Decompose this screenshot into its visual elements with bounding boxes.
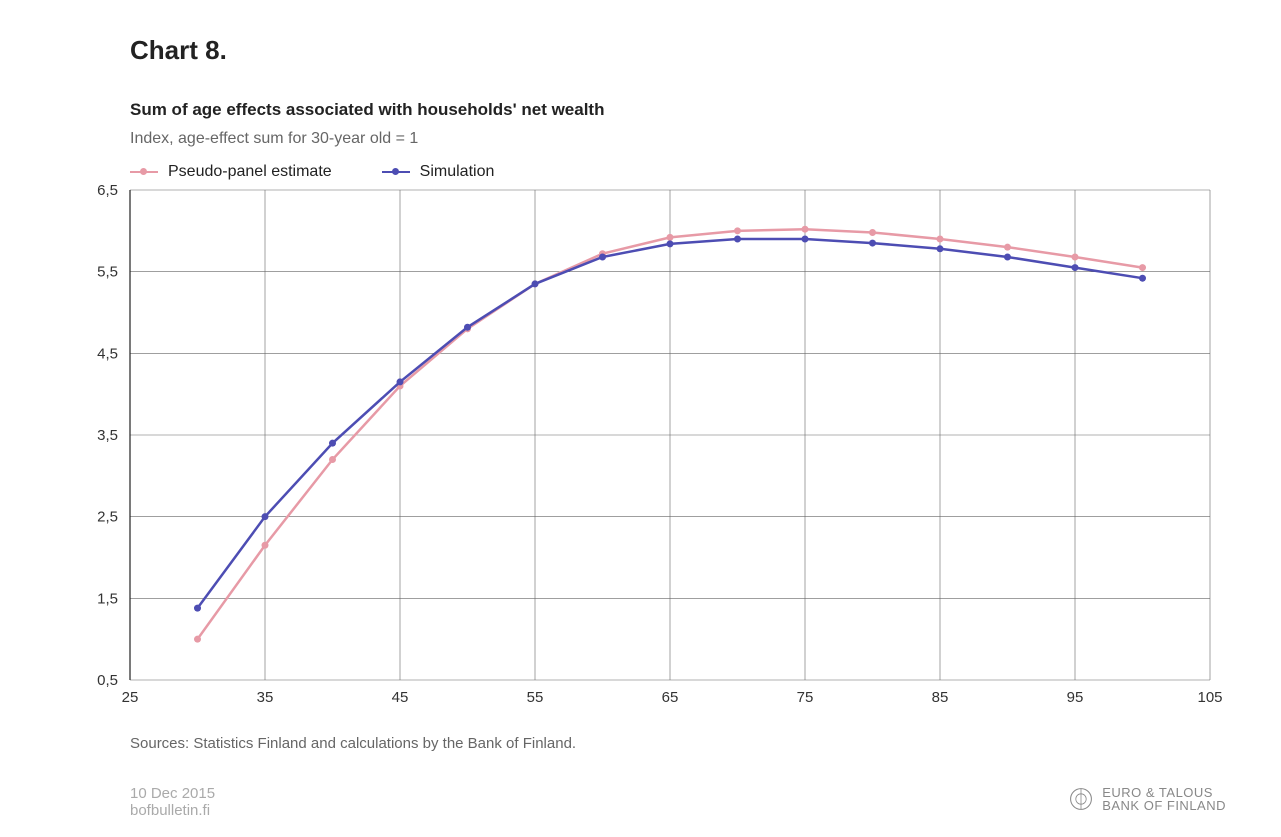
marker-blue xyxy=(802,236,809,243)
logo: EURO & TALOUS BANK OF FINLAND xyxy=(1068,786,1226,812)
marker-pink xyxy=(937,236,944,243)
svg-text:0,5: 0,5 xyxy=(97,672,118,689)
marker-blue xyxy=(262,513,269,520)
legend-swatch-pink xyxy=(130,171,158,174)
svg-text:1,5: 1,5 xyxy=(97,590,118,607)
marker-blue xyxy=(1139,275,1146,282)
marker-blue xyxy=(667,240,674,247)
marker-blue xyxy=(1072,264,1079,271)
marker-pink xyxy=(667,234,674,241)
y-ticks: 0,5 1,5 2,5 3,5 4,5 5,5 6,5 xyxy=(97,182,118,689)
legend: Pseudo-panel estimate Simulation xyxy=(130,163,494,181)
marker-blue xyxy=(397,378,404,385)
marker-blue xyxy=(599,253,606,260)
svg-text:45: 45 xyxy=(392,689,409,706)
svg-text:105: 105 xyxy=(1197,689,1222,706)
footer-date: 10 Dec 2015 xyxy=(130,785,215,802)
footer: 10 Dec 2015 bofbulletin.fi xyxy=(130,785,215,819)
marker-blue xyxy=(937,245,944,252)
svg-text:2,5: 2,5 xyxy=(97,509,118,526)
source-text: Sources: Statistics Finland and calculat… xyxy=(130,735,576,752)
marker-blue xyxy=(869,240,876,247)
marker-blue xyxy=(194,605,201,612)
marker-pink xyxy=(1004,244,1011,251)
marker-pink xyxy=(869,229,876,236)
marker-pink xyxy=(1072,253,1079,260)
marker-blue xyxy=(329,440,336,447)
logo-line2: BANK OF FINLAND xyxy=(1102,799,1226,812)
svg-text:65: 65 xyxy=(662,689,679,706)
legend-item-blue: Simulation xyxy=(382,163,495,181)
svg-text:35: 35 xyxy=(257,689,274,706)
svg-text:3,5: 3,5 xyxy=(97,427,118,444)
marker-blue xyxy=(532,280,539,287)
marker-pink xyxy=(802,226,809,233)
svg-text:25: 25 xyxy=(122,689,139,706)
logo-icon xyxy=(1068,786,1094,812)
marker-blue xyxy=(464,324,471,331)
marker-pink xyxy=(194,636,201,643)
chart-title: Chart 8. xyxy=(130,35,227,66)
marker-pink xyxy=(1139,264,1146,271)
marker-pink xyxy=(329,456,336,463)
logo-text: EURO & TALOUS BANK OF FINLAND xyxy=(1102,786,1226,812)
chart-subtitle: Sum of age effects associated with house… xyxy=(130,100,604,120)
footer-site: bofbulletin.fi xyxy=(130,802,215,819)
svg-text:6,5: 6,5 xyxy=(97,182,118,199)
legend-item-pink: Pseudo-panel estimate xyxy=(130,163,332,181)
marker-blue xyxy=(1004,253,1011,260)
svg-text:4,5: 4,5 xyxy=(97,345,118,362)
yaxis-title: Index, age-effect sum for 30-year old = … xyxy=(130,130,418,148)
legend-label: Simulation xyxy=(420,163,495,181)
svg-text:95: 95 xyxy=(1067,689,1084,706)
marker-pink xyxy=(734,227,741,234)
plot-area: 0,51,52,53,54,55,56,5 253545556575859510… xyxy=(130,190,1210,680)
svg-text:85: 85 xyxy=(932,689,949,706)
svg-text:5,5: 5,5 xyxy=(97,264,118,281)
chart-container: Chart 8. Sum of age effects associated w… xyxy=(0,0,1281,837)
marker-pink xyxy=(262,542,269,549)
legend-swatch-blue xyxy=(382,171,410,174)
x-ticks: 25 35 45 55 65 75 85 95 105 xyxy=(122,689,1223,706)
svg-text:75: 75 xyxy=(797,689,814,706)
svg-text:55: 55 xyxy=(527,689,544,706)
legend-label: Pseudo-panel estimate xyxy=(168,163,332,181)
marker-blue xyxy=(734,236,741,243)
